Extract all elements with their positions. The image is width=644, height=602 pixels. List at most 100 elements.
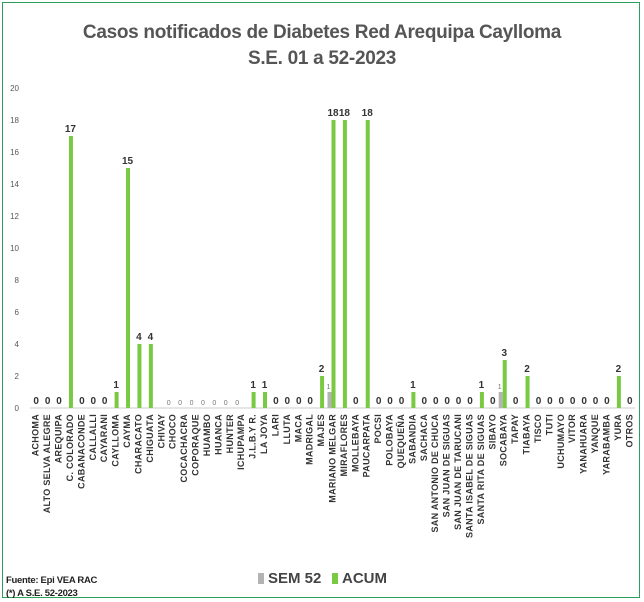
data-label-acum: 0 — [593, 396, 599, 407]
data-label-acum: 4 — [148, 332, 154, 343]
data-label-acum: 0 — [79, 396, 85, 407]
data-label-acum: 0 — [467, 396, 473, 407]
data-label-acum: 0 — [444, 396, 450, 407]
bar-acum — [365, 120, 370, 408]
bar-acum — [137, 344, 142, 408]
x-tick-label: SIBAYO — [487, 414, 497, 449]
bar-acum — [126, 168, 131, 408]
x-tick-label: SAN JUAN DE SIGUAS — [442, 414, 452, 517]
data-label-acum: 0 — [387, 396, 393, 407]
x-tick-label: SAN ANTONIO DE CHUCA — [430, 414, 440, 533]
x-tick-label: MOLLEBAYA — [350, 414, 360, 472]
bar-sem52 — [327, 392, 332, 408]
x-tick-label: VITOR — [567, 414, 577, 443]
data-label-sem52: 0 — [212, 400, 216, 407]
x-tick-label: CAYLLOMA — [111, 414, 121, 467]
data-label-acum: 0 — [33, 396, 39, 407]
x-tick-label: SAN JUAN DE TARUCANI — [453, 414, 463, 530]
x-tick-label: CALLALLI — [88, 414, 98, 460]
data-label-acum: 0 — [513, 396, 519, 407]
x-tick-label: YARABAMBA — [601, 414, 611, 475]
data-label-acum: 0 — [45, 396, 51, 407]
bar-acum — [68, 136, 73, 408]
x-tick-label: MARIANO MELGAR — [328, 414, 338, 503]
data-label-acum: 0 — [604, 396, 610, 407]
y-tick-label: 16 — [10, 148, 19, 157]
data-label-acum: 18 — [327, 108, 339, 119]
x-tick-label: OTROS — [624, 414, 634, 448]
data-label-acum: 0 — [399, 396, 405, 407]
data-label-acum: 0 — [570, 396, 576, 407]
x-tick-label: CAYARANI — [99, 414, 109, 462]
data-label-acum: 0 — [490, 396, 496, 407]
data-label-sem52: 0 — [201, 400, 205, 407]
bar-acum — [320, 376, 325, 408]
data-label-sem52: 0 — [235, 400, 239, 407]
data-label-acum: 0 — [627, 396, 633, 407]
y-tick-label: 14 — [10, 180, 19, 189]
y-tick-label: 0 — [15, 404, 20, 413]
x-tick-label: LA JOYA — [259, 414, 269, 454]
data-label-acum: 0 — [536, 396, 542, 407]
data-label-acum: 0 — [547, 396, 553, 407]
data-label-acum: 0 — [273, 396, 279, 407]
x-tick-label: ACHOMA — [31, 414, 41, 456]
x-tick-label: SOCABAYA — [499, 414, 509, 466]
data-label-acum: 1 — [250, 380, 256, 391]
data-label-acum: 0 — [376, 396, 382, 407]
data-label-acum: 0 — [422, 396, 428, 407]
data-label-acum: 18 — [362, 108, 374, 119]
x-tick-label: TIABAYA — [522, 414, 532, 455]
x-tick-label: J.L.B.Y R. — [248, 414, 258, 459]
x-tick-label: UCHUMAYO — [556, 414, 566, 469]
data-label-acum: 0 — [559, 396, 565, 407]
x-tick-label: QUEQUEÑA — [396, 414, 406, 469]
x-tick-label: POLOBAYA — [385, 414, 395, 466]
x-tick-label: MIRAFLORES — [339, 414, 349, 477]
chart-subtitle: S.E. 01 a 52-2023 — [247, 48, 397, 69]
bar-acum — [479, 392, 484, 408]
bar-acum — [263, 392, 268, 408]
data-label-acum: 0 — [91, 396, 97, 407]
y-tick-label: 18 — [10, 116, 19, 125]
data-label-acum: 0 — [296, 396, 302, 407]
x-tick-label: COPORAQUE — [191, 414, 201, 476]
x-tick-label: ALTO SELVA ALEGRE — [42, 414, 52, 513]
x-tick-label: HUNTER — [225, 414, 235, 453]
data-label-acum: 4 — [136, 332, 142, 343]
data-label-acum: 2 — [319, 364, 325, 375]
x-tick-label: HUANCA — [213, 414, 223, 455]
y-tick-label: 12 — [10, 212, 19, 221]
x-tick-label: CHOCO — [168, 414, 178, 449]
data-label-acum: 0 — [353, 396, 359, 407]
x-tick-label: YURA — [613, 414, 623, 441]
x-tick-label: YANAHUARA — [579, 414, 589, 474]
x-tick-label: SACHACA — [419, 414, 429, 461]
bar-acum — [616, 376, 621, 408]
data-label-sem52: 0 — [224, 400, 228, 407]
legend-item-sem52: SEM 52 — [258, 570, 321, 587]
x-tick-label: AREQUIPA — [54, 414, 64, 463]
chart-title: Casos notificados de Diabetes Red Arequi… — [82, 22, 562, 43]
x-tick-label: SABANDIA — [407, 414, 417, 464]
legend-item-acum: ACUM — [332, 570, 387, 587]
x-tick-label: CHIGUATA — [145, 414, 155, 463]
data-label-sem52: 0 — [190, 400, 194, 407]
bar-acum — [502, 360, 507, 408]
legend-label-acum: ACUM — [342, 570, 387, 587]
y-tick-label: 8 — [15, 276, 20, 285]
bar-acum — [148, 344, 153, 408]
x-tick-label: YANQUE — [590, 414, 600, 453]
x-tick-label: COCACHACRA — [179, 414, 189, 483]
data-label-acum: 1 — [479, 380, 485, 391]
data-label-acum: 15 — [122, 156, 134, 167]
bar-acum — [251, 392, 256, 408]
data-label-acum: 2 — [616, 364, 622, 375]
x-tick-label: CHIVAY — [156, 414, 166, 448]
data-label-acum: 1 — [262, 380, 268, 391]
data-label-acum: 0 — [102, 396, 108, 407]
data-label-sem52: 0 — [178, 400, 182, 407]
x-tick-label: ICHUPAMPA — [236, 414, 246, 470]
